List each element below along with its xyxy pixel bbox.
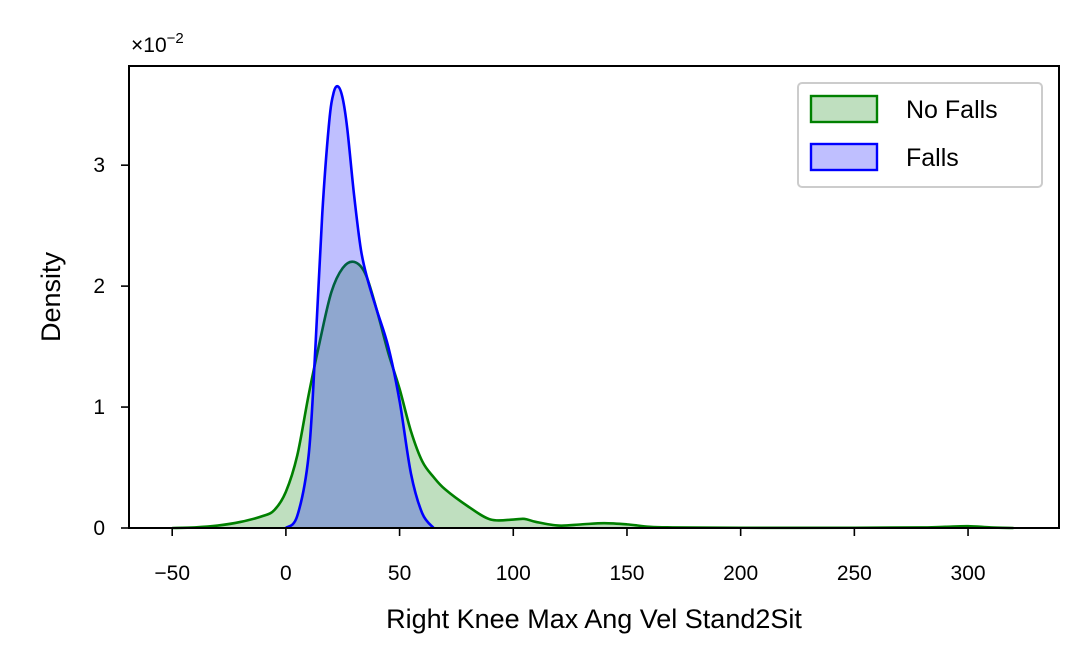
y-tick-label: 0 (93, 517, 105, 540)
y-offset-base: ×10 (131, 34, 167, 57)
legend-label-no-falls: No Falls (906, 96, 998, 124)
x-tick-label: 150 (609, 562, 644, 585)
legend: No Falls Falls (797, 82, 1043, 188)
ticks-layer: −50 0 50 100 150 200 250 300 0 1 2 3 (93, 154, 985, 585)
x-tick-label: 50 (388, 562, 411, 585)
y-offset-exponent: −2 (167, 30, 184, 47)
y-axis-label: Density (36, 251, 66, 342)
x-tick-label: −50 (154, 562, 190, 585)
axes-layer (128, 65, 1060, 529)
y-tick-label: 1 (93, 396, 105, 419)
y-tick-label: 3 (93, 154, 105, 177)
x-tick-label: 200 (723, 562, 758, 585)
x-tick-label: 0 (280, 562, 292, 585)
legend-swatch-falls (809, 142, 879, 172)
legend-label-falls: Falls (906, 144, 959, 172)
x-tick-label: 100 (496, 562, 531, 585)
y-offset-text: ×10−2 (131, 30, 184, 57)
legend-box (797, 82, 1043, 188)
x-axis-label: Right Knee Max Ang Vel Stand2Sit (386, 604, 802, 634)
x-tick-label: 300 (951, 562, 986, 585)
x-tick-label: 250 (837, 562, 872, 585)
density-line-falls (284, 84, 435, 530)
plot-frame (128, 65, 1060, 529)
density-area-falls (285, 86, 434, 528)
legend-swatch-no-falls (809, 94, 879, 124)
density-area-no-falls (172, 261, 1014, 528)
y-tick-label: 2 (93, 275, 105, 298)
